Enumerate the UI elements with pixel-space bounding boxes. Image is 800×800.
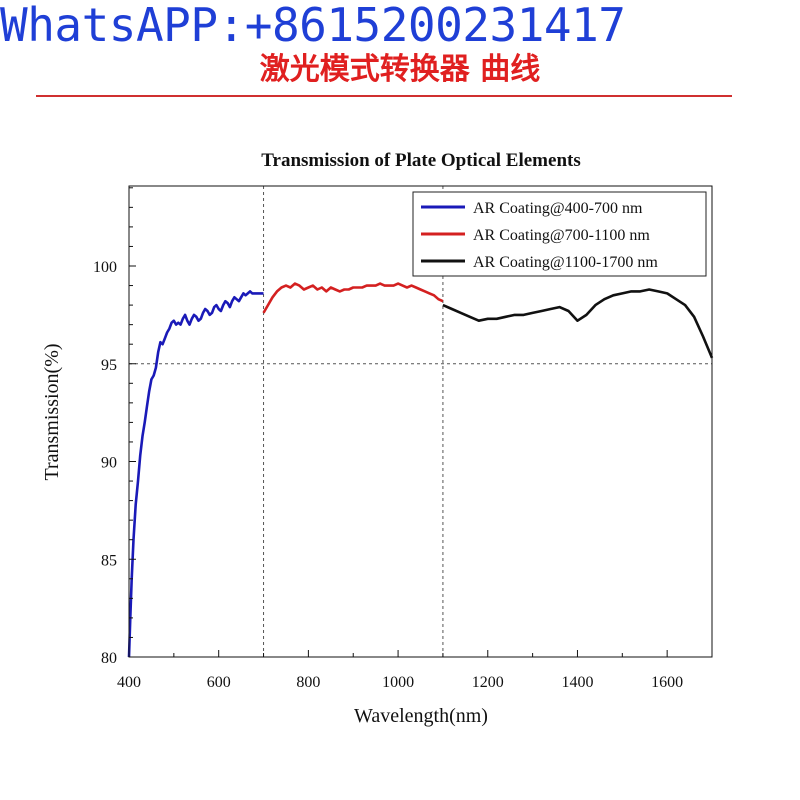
banner-divider: [36, 95, 732, 97]
plot-frame: [128, 185, 713, 658]
y-tick-label: 85: [101, 552, 117, 569]
legend-label: AR Coating@1100-1700 nm: [473, 254, 658, 271]
x-tick-label: 1000: [382, 674, 414, 691]
y-tick-label: 80: [101, 650, 117, 667]
x-tick-label: 1400: [561, 674, 593, 691]
watermark-text: WhatsAPP:+8615200231417: [0, 0, 626, 52]
x-tick-label: 1200: [472, 674, 504, 691]
legend: AR Coating@400-700 nm AR Coating@700-1100…: [412, 191, 707, 277]
chart-title: Transmission of Plate Optical Elements: [261, 150, 580, 171]
series-lines: [127, 282, 714, 658]
y-axis-label: Transmission(%): [41, 343, 63, 480]
series-line-2: [262, 282, 444, 314]
legend-label: AR Coating@400-700 nm: [473, 200, 643, 217]
x-tick-label: 600: [207, 674, 231, 691]
series-line-1: [127, 290, 264, 658]
legend-label: AR Coating@700-1100 nm: [473, 227, 650, 244]
x-tick-label: 400: [117, 674, 141, 691]
x-axis-label: Wavelength(nm): [354, 705, 488, 727]
series-line-3: [442, 288, 714, 359]
x-tick-label: 1600: [651, 674, 683, 691]
y-tick-label: 90: [101, 455, 117, 472]
y-tick-label: 95: [101, 357, 117, 374]
x-tick-label: 800: [296, 674, 320, 691]
banner-title: 激光模式转换器 曲线: [259, 52, 541, 87]
axis-ticks: 400 600 800 1000 1200 1400 1600 80 85 90 95 100: [93, 187, 683, 691]
y-tick-label: 100: [93, 259, 117, 276]
